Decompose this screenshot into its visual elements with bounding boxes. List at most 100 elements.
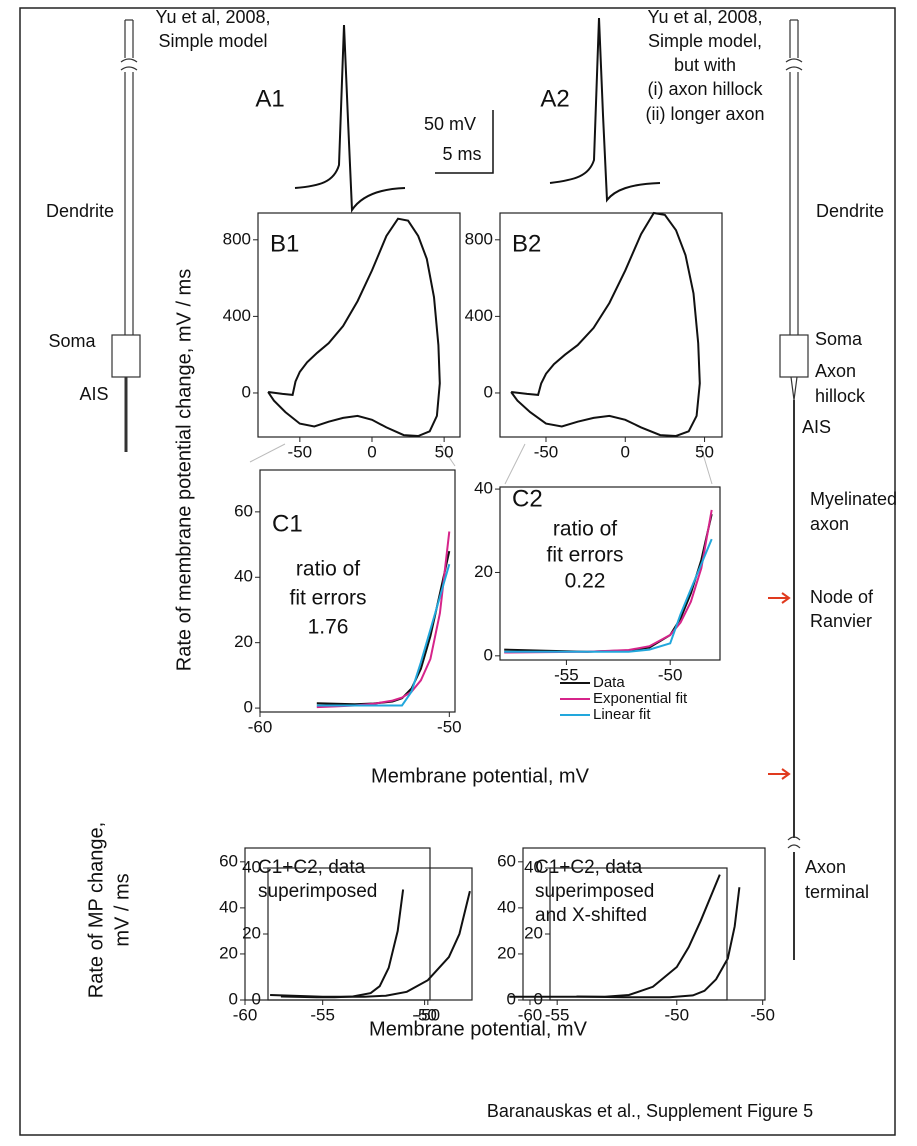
x-tick-label: -55 <box>554 665 579 684</box>
plot-frame <box>499 212 723 438</box>
neuron-label: Myelinated <box>810 489 897 509</box>
data-line <box>576 887 741 999</box>
model-text: Simple model <box>158 31 267 51</box>
plot-frame <box>257 212 461 438</box>
neuron-label: Axon <box>805 857 846 877</box>
panel-label: C1 <box>272 510 303 537</box>
y-tick-label: 0 <box>229 989 238 1008</box>
model-text: but with <box>674 55 736 75</box>
x-tick-label: -60 <box>233 1005 258 1024</box>
panel-title: and X-shifted <box>535 905 647 926</box>
model-text: Yu et al, 2008, <box>155 7 270 27</box>
zoom-guide <box>249 443 713 485</box>
y-tick-label: 0 <box>507 989 516 1008</box>
panel-label: A2 <box>540 85 569 112</box>
y-tick-label: 60 <box>497 851 516 870</box>
scale-bar <box>435 110 494 174</box>
right-neuron <box>779 19 809 960</box>
legend-label: Data <box>593 674 625 691</box>
x-tick-label: -50 <box>534 442 559 461</box>
neuron-label: axon <box>810 514 849 534</box>
panel-note: fit errors <box>546 544 623 567</box>
y-tick-label: 400 <box>465 306 493 325</box>
panel-note: ratio of <box>296 558 360 581</box>
x-tick-label: -50 <box>437 717 462 736</box>
left-neuron <box>111 19 141 452</box>
y-tick-label: 400 <box>223 306 251 325</box>
data-line <box>270 890 471 998</box>
y-tick-label: 60 <box>219 851 238 870</box>
model-text: (ii) longer axon <box>645 104 764 124</box>
neuron-label: terminal <box>805 882 869 902</box>
x-tick-label: 50 <box>435 442 454 461</box>
model-text: (i) axon hillock <box>647 79 763 99</box>
panel-label: B2 <box>512 230 541 257</box>
data-line <box>510 211 701 438</box>
x-tick-label: -50 <box>664 1005 689 1024</box>
panel-note: 0.22 <box>565 570 606 593</box>
x-tick-label: -55 <box>545 1005 570 1024</box>
y-tick-label: 800 <box>223 229 251 248</box>
neuron-label: hillock <box>815 386 866 406</box>
spike-trace <box>549 17 661 203</box>
x-tick-label: -60 <box>518 1005 543 1024</box>
y-tick-label: 20 <box>234 632 253 651</box>
x-tick-label: -50 <box>412 1005 437 1024</box>
panel-label: B1 <box>270 230 299 257</box>
x-tick-label: -50 <box>658 665 683 684</box>
data-line <box>267 217 441 438</box>
y-tick-label: 800 <box>465 229 493 248</box>
x-tick-label: -60 <box>248 717 273 736</box>
footer: Baranauskas et al., Supplement Figure 5 <box>487 1101 813 1121</box>
neuron-label: Dendrite <box>46 201 114 221</box>
y-axis-title: Rate of membrane potential change, mV / … <box>173 269 195 671</box>
neuron-label: Node of <box>810 587 874 607</box>
y-tick-label: 0 <box>252 989 261 1008</box>
y-tick-label: 0 <box>242 382 251 401</box>
panel-note: 1.76 <box>308 616 349 639</box>
panel-label: A1 <box>255 85 284 112</box>
y-tick-label: 40 <box>242 857 261 876</box>
legend-label: Exponential fit <box>593 690 688 707</box>
y-tick-label: 40 <box>234 567 253 586</box>
y-tick-label: 20 <box>242 923 261 942</box>
data-line <box>504 538 713 653</box>
panel-note: ratio of <box>553 518 617 541</box>
legend-label: Linear fit <box>593 706 651 723</box>
x-axis-title: Membrane potential, mV <box>371 765 590 787</box>
neuron-label: Ranvier <box>810 611 872 631</box>
data-line <box>280 889 405 999</box>
y-tick-label: 20 <box>219 943 238 962</box>
x-axis-title: Membrane potential, mV <box>369 1018 588 1040</box>
panel-title: superimposed <box>535 881 654 902</box>
scale-label: 5 ms <box>442 144 481 164</box>
x-tick-label: -55 <box>310 1005 335 1024</box>
spike-trace <box>294 24 406 214</box>
panel-title: superimposed <box>258 881 377 902</box>
node-arrow <box>768 592 791 780</box>
y-tick-label: 20 <box>497 943 516 962</box>
panel-label: C2 <box>512 485 543 512</box>
y-tick-label: 0 <box>484 382 493 401</box>
y-tick-label: 40 <box>524 857 543 876</box>
plot-frame <box>259 469 456 713</box>
x-tick-label: 0 <box>367 442 376 461</box>
panel-note: fit errors <box>289 587 366 610</box>
model-text: Yu et al, 2008, <box>647 7 762 27</box>
y-tick-label: 0 <box>244 698 253 717</box>
plot-frame <box>499 486 721 661</box>
data-line <box>509 874 721 998</box>
neuron-label: AIS <box>79 384 108 404</box>
y-axis-title: Rate of MP change, <box>85 822 107 998</box>
x-tick-label: 0 <box>621 442 630 461</box>
y-tick-label: 20 <box>474 562 493 581</box>
y-tick-label: 20 <box>524 923 543 942</box>
y-tick-label: 0 <box>534 989 543 1008</box>
frame <box>19 7 896 1136</box>
neuron-label: Dendrite <box>816 201 884 221</box>
y-tick-label: 0 <box>484 645 493 664</box>
y-tick-label: 40 <box>219 897 238 916</box>
scale-label: 50 mV <box>424 114 476 134</box>
